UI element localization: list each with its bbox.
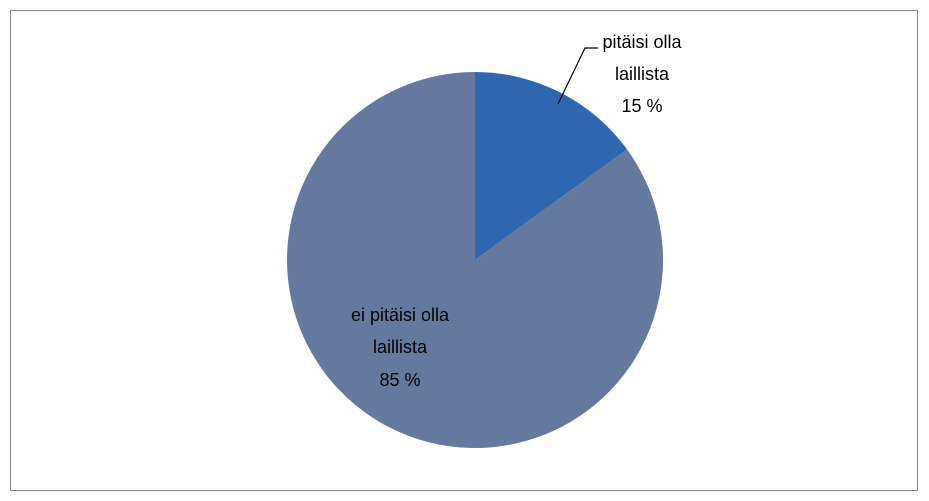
slice-label: pitäisi olla laillista (602, 32, 682, 84)
leader-line (557, 47, 598, 105)
pie-slice (287, 72, 664, 448)
slice-value-label: 85 % (379, 370, 421, 390)
pie-slice (475, 72, 628, 260)
slice-value-label: 15 % (621, 96, 663, 116)
slice-label: ei pitäisi olla laillista (350, 305, 450, 357)
